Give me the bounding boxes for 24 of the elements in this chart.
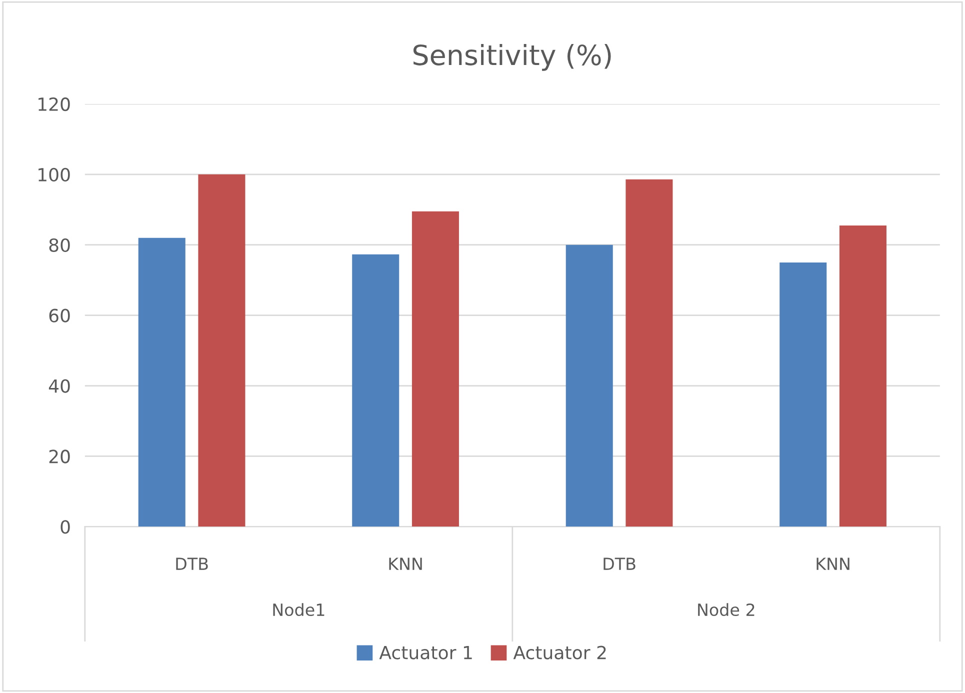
y-tick-label: 0 <box>60 520 70 534</box>
y-tick-label: 100 <box>38 168 70 182</box>
chart-title: Sensitivity (%) <box>413 44 611 71</box>
x-tick-label: KNN <box>816 558 850 570</box>
bar <box>839 225 886 527</box>
bar <box>780 262 827 527</box>
y-tick-label: 40 <box>48 379 70 393</box>
bar <box>412 211 459 527</box>
y-tick-label: 20 <box>49 450 70 464</box>
y-tick-label: 80 <box>49 238 70 252</box>
legend-label: Actuator 1 <box>379 646 472 660</box>
text: Node 2 <box>698 603 754 616</box>
bar <box>198 174 246 527</box>
y-tick-label: 60 <box>49 308 70 322</box>
bar <box>352 254 400 527</box>
bar <box>566 244 613 527</box>
bar <box>138 238 186 527</box>
y-tick-label: 120 <box>38 97 70 112</box>
x-tick-label: DTB <box>604 558 636 570</box>
x-tick-label: KNN <box>389 558 422 570</box>
text: Node1 <box>273 603 324 616</box>
legend-label: Actuator 2 <box>513 646 606 660</box>
bar <box>626 179 673 527</box>
x-tick-label: DTB <box>176 558 208 570</box>
